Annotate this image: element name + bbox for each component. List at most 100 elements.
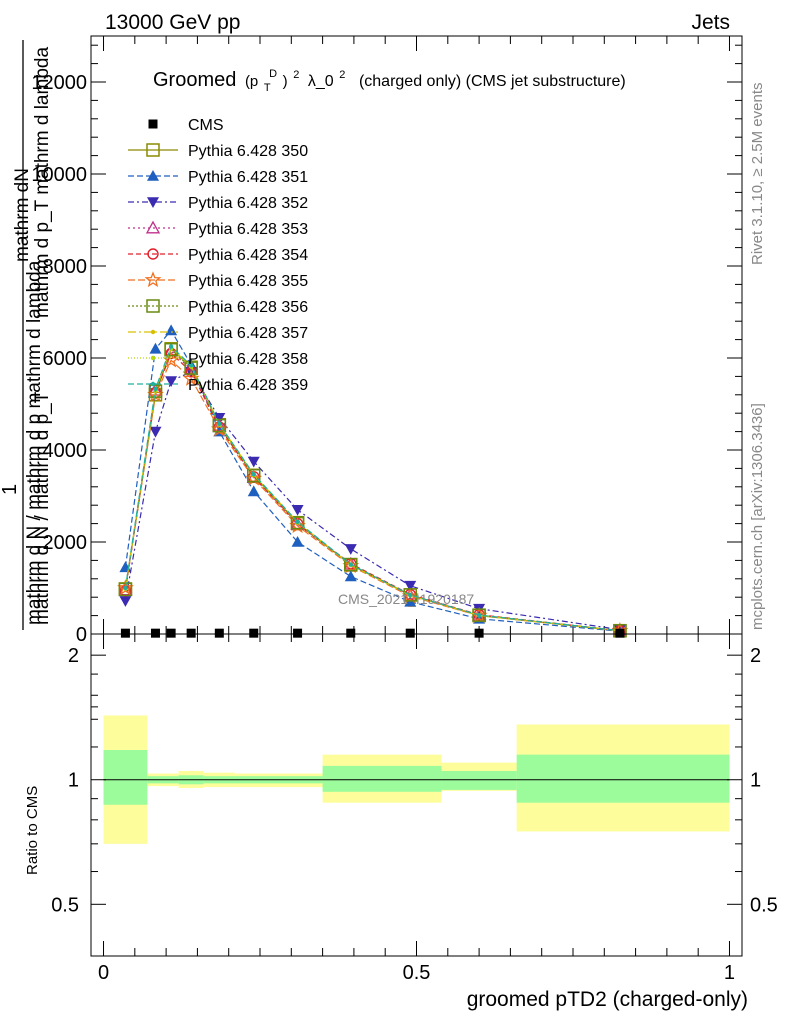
legend-entry: CMS (148, 117, 224, 134)
legend-label: Pythia 6.428 351 (188, 169, 308, 186)
data-point (117, 579, 134, 596)
data-point (217, 421, 222, 426)
ratio-y-tick-label: 0.5 (51, 894, 79, 916)
legend-marker (150, 381, 156, 387)
main-axes: 0 2000 4000 6000 8000 10000 12000 (31, 36, 742, 646)
y-tick-label: 8000 (43, 256, 88, 278)
legend: CMS Pythia 6.428 350 Pythia 6.428 351 Pythi… (128, 117, 308, 394)
x-tick-label: 0.5 (403, 962, 431, 984)
x-axis-title: groomed pTD2 (charged-only) (467, 988, 748, 1011)
title-sup-2b: 2 (339, 69, 345, 81)
y-tick-label: 6000 (43, 348, 88, 370)
series-line (124, 352, 620, 632)
legend-marker (146, 299, 160, 313)
main-y-axis-title: mathrm dN mathrm d p_T mathrm d lambda ​… (0, 40, 53, 630)
title-sup-d: D (269, 68, 277, 80)
legend-label: Pythia 6.428 359 (188, 377, 308, 394)
data-point (401, 587, 419, 604)
ratio-y-tick-label-right: 1 (750, 770, 761, 792)
x-tick-label: 0 (98, 962, 109, 984)
data-point (165, 376, 178, 387)
y-tick-label: 12000 (31, 72, 87, 94)
data-point (403, 588, 417, 602)
y-tick-label: 2000 (43, 532, 88, 554)
data-point (164, 342, 178, 357)
analysis-watermark: CMS_2021_I1920187 (338, 591, 474, 607)
main-panel: 0 2000 4000 6000 8000 10000 12000 CMS_2021_I19… (31, 35, 743, 646)
data-point (291, 536, 304, 547)
legend-label: Pythia 6.428 356 (188, 299, 308, 316)
data-point (188, 363, 194, 368)
legend-entry: Pythia 6.428 353 (128, 220, 308, 238)
legend-entry: Pythia 6.428 351 (128, 169, 308, 186)
stat-uncertainty-band (103, 749, 148, 805)
svg-text:Groomed (p T: Groomed (p T D ) 2 λ_0 2 (charged only) … (153, 60, 626, 96)
data-point (615, 628, 625, 638)
legend-label: Pythia 6.428 357 (188, 325, 308, 342)
title-p: (p (245, 73, 258, 90)
legend-label: Pythia 6.428 350 (188, 143, 308, 160)
legend-entry: Pythia 6.428 357 (128, 325, 308, 342)
series-cms (120, 628, 625, 638)
stat-uncertainty-band (322, 765, 442, 792)
mcplots-label: mcplots.cern.ch [arXiv:1306.3436] (749, 403, 766, 630)
title-main: Groomed (153, 69, 236, 91)
y-title-denominator-1: mathrm d N / mathrm d p_T (32, 391, 53, 625)
legend-marker (150, 329, 156, 335)
data-point (123, 585, 128, 591)
data-point (148, 384, 163, 398)
rivet-version-label: Rivet 3.1.10, ≥ 2.5M events (749, 83, 766, 266)
ratio-y-tick-label-right: 0.5 (750, 894, 778, 916)
stat-uncertainty-band (516, 754, 730, 803)
title-lambda: λ_0 (308, 73, 334, 90)
plot-title: Groomed (p T D ) 2 λ_0 2 (charged only) … (153, 60, 626, 96)
ratio-bands (103, 715, 730, 844)
data-point (290, 515, 305, 530)
ratio-y-tick-label-right: 2 (750, 645, 761, 667)
legend-entry: Pythia 6.428 352 (128, 195, 308, 212)
data-point (247, 485, 260, 497)
data-point (213, 413, 226, 424)
y-tick-label: 10000 (31, 164, 87, 186)
data-point (344, 570, 357, 582)
legend-marker (150, 355, 156, 361)
legend-label: Pythia 6.428 354 (188, 247, 308, 264)
data-point (166, 628, 176, 638)
data-point (120, 628, 130, 638)
legend-marker (146, 143, 160, 157)
legend-entry: Pythia 6.428 356 (128, 299, 308, 316)
data-point (476, 612, 482, 618)
title-sup-2a: 2 (293, 69, 299, 81)
legend-marker (147, 197, 159, 208)
legend-label: Pythia 6.428 353 (188, 221, 308, 238)
legend-entry: Pythia 6.428 355 (128, 271, 308, 290)
data-point (149, 426, 162, 438)
data-point (118, 582, 133, 597)
data-point (346, 628, 356, 638)
legend-marker (144, 271, 162, 288)
data-point (472, 608, 486, 622)
data-point (295, 519, 300, 524)
series-line (124, 359, 620, 632)
title-close: ) (283, 73, 288, 90)
ratio-panel: 0.5 0.5 1 1 2 2 0 0.5 1 Ratio to CMS groomed pTD… (24, 633, 778, 1011)
data-point (247, 469, 261, 483)
legend-marker (147, 170, 159, 181)
legend-marker (145, 220, 161, 234)
process-label: Jets (691, 11, 730, 34)
main-series (117, 324, 629, 638)
data-point (153, 386, 158, 392)
x-tick-label: 1 (724, 962, 735, 984)
series-line (124, 329, 620, 632)
data-point (474, 628, 484, 638)
stat-uncertainty-band (441, 770, 517, 790)
data-point (247, 456, 260, 468)
data-point (405, 628, 415, 638)
legend-entry: Pythia 6.428 350 (128, 143, 308, 160)
legend-marker (147, 248, 159, 260)
series-pythia-6-428-359 (123, 344, 623, 633)
data-point (150, 628, 160, 638)
data-point (408, 592, 413, 598)
data-point (212, 418, 227, 433)
